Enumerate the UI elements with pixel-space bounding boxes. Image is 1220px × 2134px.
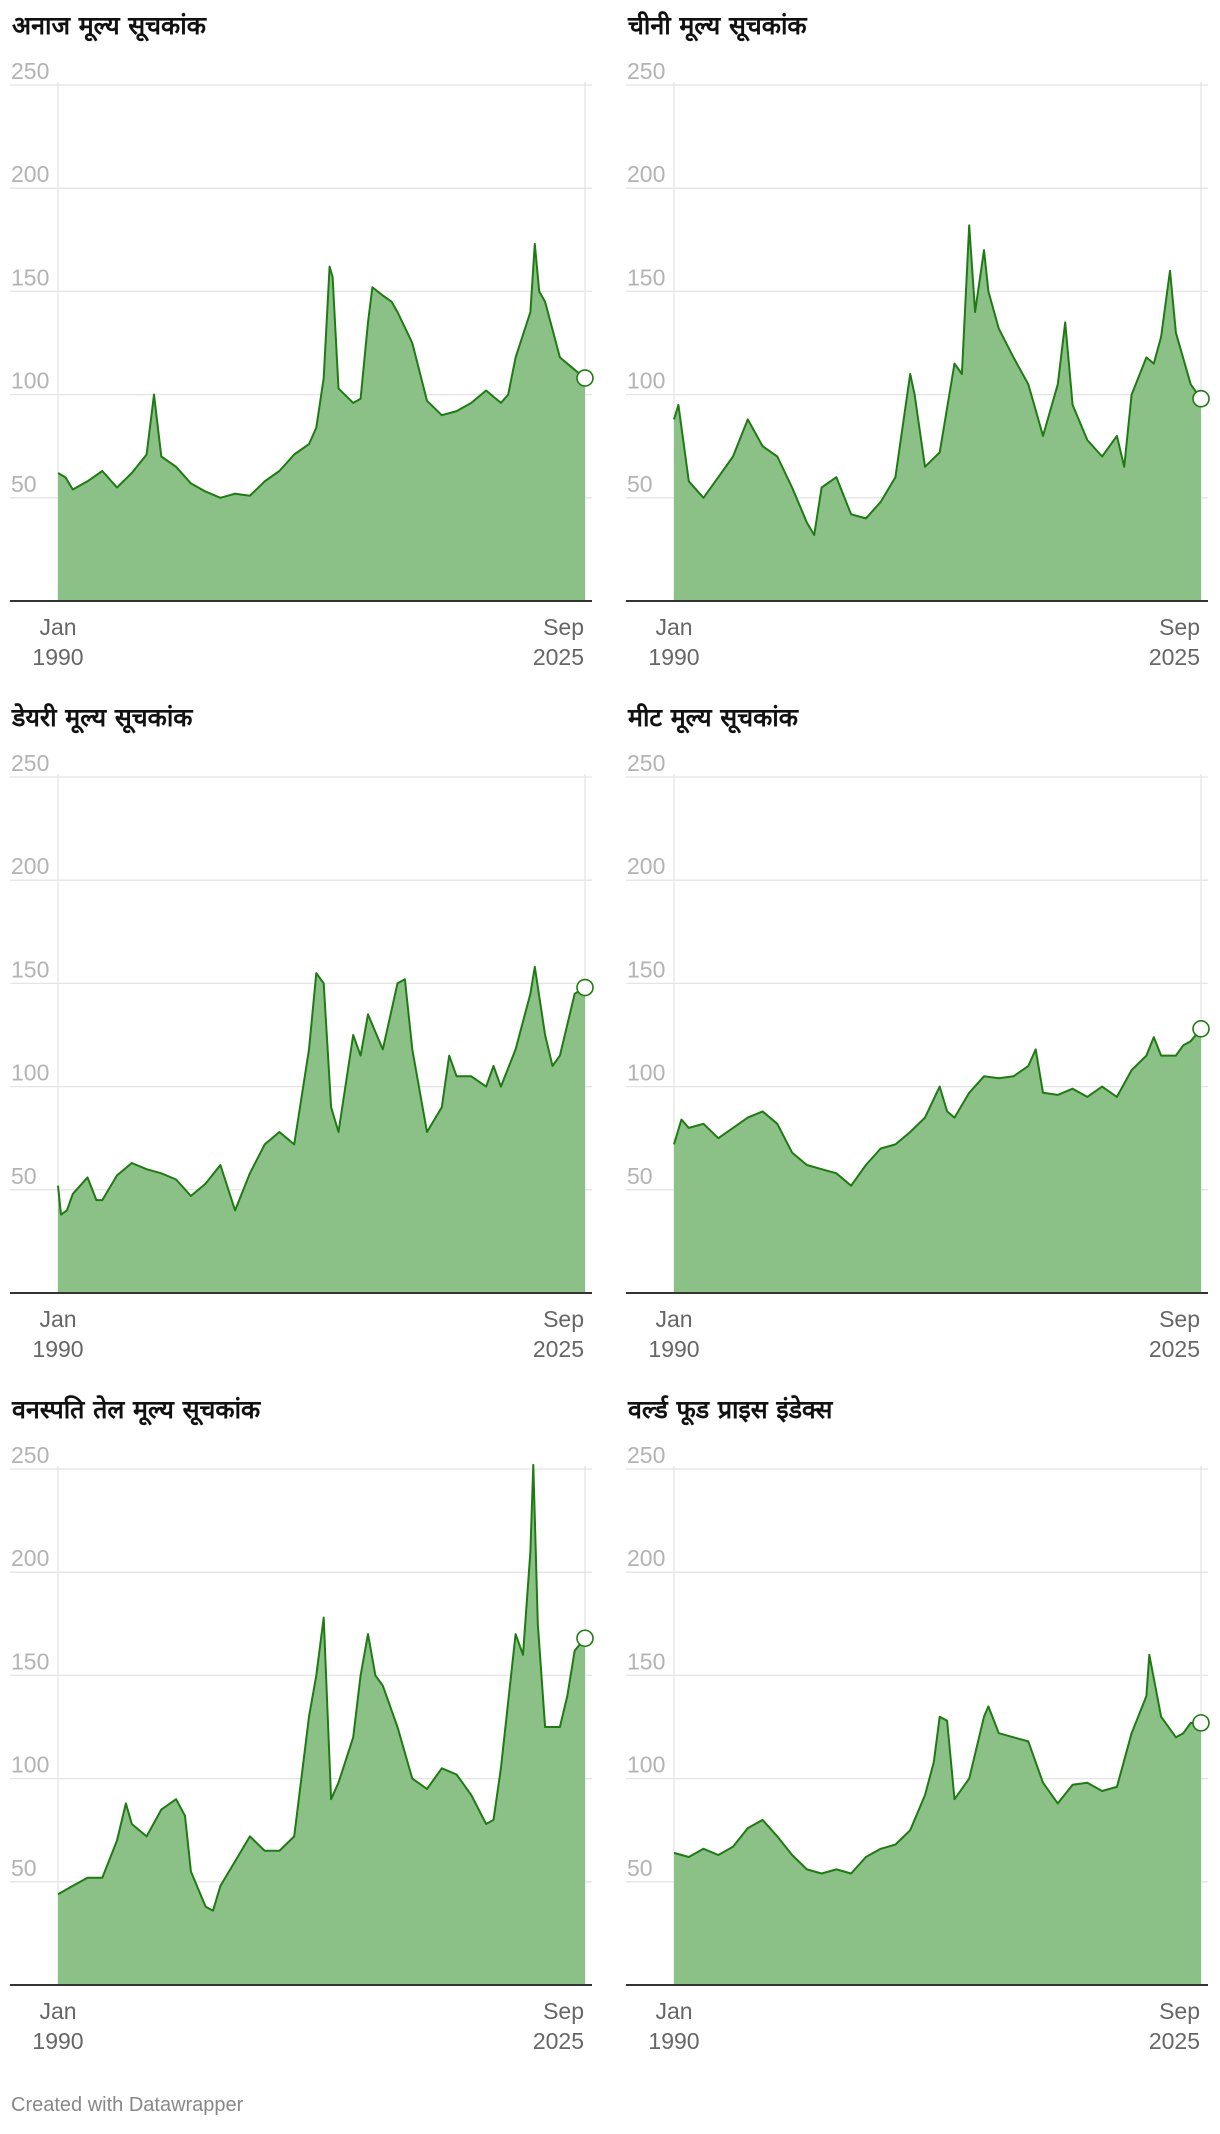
y-tick-label: 250 <box>11 58 49 84</box>
y-tick-label: 150 <box>11 264 49 290</box>
y-tick-label: 50 <box>627 471 653 497</box>
end-point-marker <box>576 978 594 997</box>
y-tick-label: 150 <box>11 1648 49 1674</box>
y-tick-label: 200 <box>627 853 665 879</box>
end-point-marker <box>1192 1714 1210 1732</box>
x-tick-month: Sep <box>543 614 584 640</box>
y-tick-label: 150 <box>627 1648 665 1674</box>
series-area <box>58 1464 585 1985</box>
series-line <box>57 1463 586 1912</box>
chart-vegetable-oil: 250 200 150 100 50 Jan 1990 Sep 2025 <box>10 1442 594 2054</box>
y-tick-label: 50 <box>11 471 37 497</box>
series-line <box>673 1028 1202 1187</box>
chart-world-food: 250 200 150 100 50 Jan 1990 Sep 2025 <box>626 1442 1210 2054</box>
chart-panel-vegetable-oil: वनस्पति तेल मूल्य सूचकांक 250 200 150 100 50… <box>0 1384 610 2076</box>
x-tick-year: 2025 <box>1149 2028 1200 2054</box>
y-tick-label: 100 <box>11 1752 49 1778</box>
footer-credit: Created with Datawrapper <box>11 2094 244 2116</box>
x-tick-year: 2025 <box>533 1336 584 1362</box>
x-tick-month: Sep <box>543 1998 584 2024</box>
y-tick-label: 100 <box>627 1752 665 1778</box>
x-tick-year: 1990 <box>648 644 699 670</box>
x-tick-month: Sep <box>1159 1306 1200 1332</box>
x-tick-year: 2025 <box>533 644 584 670</box>
chart-title-cereal: अनाज मूल्य सूचकांक <box>12 11 206 40</box>
y-tick-label: 50 <box>11 1855 37 1881</box>
y-tick-label: 150 <box>627 956 665 982</box>
y-tick-label: 100 <box>627 1060 665 1086</box>
y-tick-label: 50 <box>627 1855 653 1881</box>
series-area <box>674 1028 1201 1293</box>
x-tick-month: Sep <box>543 1306 584 1332</box>
series-line <box>57 965 586 1216</box>
y-tick-label: 100 <box>11 368 49 394</box>
y-tick-label: 200 <box>11 853 49 879</box>
y-tick-label: 200 <box>11 1545 49 1571</box>
chart-panel-meat: मीट मूल्य सूचकांक 250 200 150 100 50 Jan 1990 S… <box>616 692 1220 1384</box>
chart-meat: 250 200 150 100 50 Jan 1990 Sep 2025 <box>626 750 1210 1362</box>
y-tick-label: 250 <box>11 1442 49 1468</box>
x-tick-year: 2025 <box>1149 1336 1200 1362</box>
x-tick-month: Jan <box>655 1998 692 2024</box>
x-tick-month: Jan <box>655 614 692 640</box>
end-point-marker <box>1192 1020 1210 1038</box>
series-area <box>674 225 1201 601</box>
chart-panel-world-food: वर्ल्ड फूड प्राइस इंडेक्स 250 200 150 100 50… <box>616 1384 1220 2076</box>
y-tick-label: 250 <box>627 1442 665 1468</box>
x-tick-year: 2025 <box>533 2028 584 2054</box>
end-point-marker <box>576 369 594 387</box>
y-tick-label: 250 <box>627 750 665 776</box>
y-tick-label: 100 <box>627 368 665 394</box>
x-tick-year: 1990 <box>32 2028 83 2054</box>
chart-title-meat: मीट मूल्य सूचकांक <box>628 703 798 732</box>
chart-title-world-food: वर्ल्ड फूड प्राइस इंडेक्स <box>628 1395 833 1424</box>
chart-cereal: 250 200 150 100 50 Jan 1990 Sep 2025 <box>10 58 594 670</box>
x-tick-month: Jan <box>39 1306 76 1332</box>
y-tick-label: 50 <box>627 1163 653 1189</box>
end-point-marker <box>1192 389 1210 408</box>
chart-title-dairy: डेयरी मूल्य सूचकांक <box>12 703 193 732</box>
y-tick-label: 200 <box>627 161 665 187</box>
x-tick-year: 2025 <box>1149 644 1200 670</box>
x-tick-month: Jan <box>39 1998 76 2024</box>
chart-panel-dairy: डेयरी मूल्य सूचकांक 250 200 150 100 50 Jan 199… <box>0 692 610 1384</box>
y-tick-label: 200 <box>11 161 49 187</box>
y-tick-label: 150 <box>627 264 665 290</box>
x-tick-month: Jan <box>39 614 76 640</box>
y-tick-label: 50 <box>11 1163 37 1189</box>
series-line <box>673 1653 1201 1875</box>
series-line <box>57 242 586 499</box>
chart-title-vegetable-oil: वनस्पति तेल मूल्य सूचकांक <box>12 1395 261 1424</box>
chart-panel-sugar: चीनी मूल्य सूचकांक 250 200 150 100 50 Jan 1990… <box>616 0 1220 692</box>
x-tick-month: Sep <box>1159 614 1200 640</box>
series-line <box>673 224 1202 536</box>
y-tick-label: 250 <box>11 750 49 776</box>
x-tick-year: 1990 <box>648 2028 699 2054</box>
x-tick-month: Jan <box>655 1306 692 1332</box>
x-tick-year: 1990 <box>32 1336 83 1362</box>
y-tick-label: 200 <box>627 1545 665 1571</box>
y-tick-label: 100 <box>11 1060 49 1086</box>
y-tick-label: 250 <box>627 58 665 84</box>
y-tick-label: 150 <box>11 956 49 982</box>
chart-panel-cereal: अनाज मूल्य सूचकांक 250 200 150 100 50 Jan 1990… <box>0 0 610 692</box>
x-tick-month: Sep <box>1159 1998 1200 2024</box>
x-tick-year: 1990 <box>32 644 83 670</box>
chart-dairy: 250 200 150 100 50 Jan 1990 Sep 2025 <box>10 750 594 1362</box>
end-point-marker <box>576 1629 594 1648</box>
series-area <box>58 966 585 1293</box>
series-area <box>674 1654 1201 1985</box>
x-tick-year: 1990 <box>648 1336 699 1362</box>
series-area <box>58 243 585 601</box>
chart-sugar: 250 200 150 100 50 Jan 1990 Sep 2025 <box>626 58 1210 670</box>
chart-title-sugar: चीनी मूल्य सूचकांक <box>628 11 807 40</box>
